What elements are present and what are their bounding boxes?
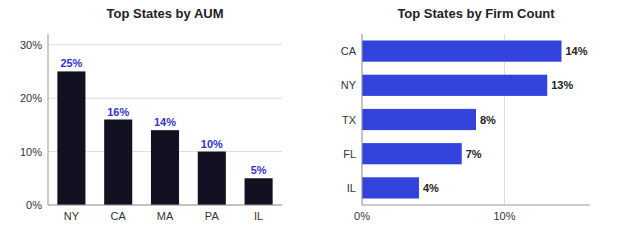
tick-labels: 0% 10%: [354, 210, 516, 222]
data-label: 8%: [480, 114, 496, 126]
data-label: 7%: [466, 148, 482, 160]
tick-labels: 0% 10% 20% 30%: [20, 39, 42, 211]
tick-label: 0%: [354, 210, 370, 222]
data-label: 13%: [551, 79, 573, 91]
grid: [48, 45, 282, 205]
category-label: TX: [342, 114, 357, 126]
axis-line: [362, 34, 363, 205]
tick-label: 10%: [20, 146, 42, 158]
chart-title: Top States by Firm Count: [397, 6, 555, 21]
tick-label: 30%: [20, 39, 42, 51]
category-label: CA: [341, 45, 357, 57]
tick-label: 10%: [493, 210, 515, 222]
data-label: 16%: [107, 106, 129, 118]
bar: [362, 75, 547, 96]
category-label: IL: [254, 210, 263, 222]
chart-panel: Top States by Firm Count 0% 10% 14% 13% 8% 7% 4…: [341, 6, 590, 222]
axis-line: [48, 205, 282, 206]
category-label: MA: [157, 210, 174, 222]
bar: [151, 130, 179, 205]
tick-label: 0%: [26, 199, 42, 211]
bar: [362, 177, 419, 198]
grid-line: [48, 205, 282, 206]
grid-line: [48, 44, 282, 45]
category-labels: NY CA MA PA IL: [64, 210, 263, 222]
grid-line: [362, 34, 363, 205]
bar: [245, 178, 273, 205]
data-label: 25%: [60, 57, 82, 69]
data-label: 14%: [566, 45, 588, 57]
bar: [57, 71, 85, 205]
axis-line: [48, 34, 49, 205]
category-label: IL: [347, 182, 356, 194]
chart-canvas: Top States by AUM 0% 10% 20% 30% 25% 16% 14% 10%…: [0, 0, 618, 235]
category-label: NY: [64, 210, 80, 222]
axis-line: [362, 205, 590, 206]
bar: [362, 143, 462, 164]
data-labels: 14% 13% 8% 7% 4%: [423, 45, 588, 194]
data-label: 5%: [251, 164, 267, 176]
data-labels: 25% 16% 14% 10% 5%: [60, 57, 266, 176]
bars: [57, 71, 272, 205]
category-label: CA: [111, 210, 127, 222]
bar: [198, 152, 226, 205]
bar: [104, 120, 132, 206]
category-label: FL: [343, 148, 356, 160]
bar: [362, 109, 476, 130]
category-label: PA: [205, 210, 220, 222]
bar: [362, 40, 562, 61]
data-label: 4%: [423, 182, 439, 194]
tick-label: 20%: [20, 92, 42, 104]
chart-title: Top States by AUM: [106, 6, 223, 21]
category-label: NY: [341, 79, 357, 91]
chart-panel: Top States by AUM 0% 10% 20% 30% 25% 16% 14% 10%…: [20, 6, 282, 222]
category-labels: CA NY TX FL IL: [341, 45, 357, 194]
data-label: 14%: [154, 116, 176, 128]
data-label: 10%: [201, 138, 223, 150]
bars: [362, 40, 562, 198]
